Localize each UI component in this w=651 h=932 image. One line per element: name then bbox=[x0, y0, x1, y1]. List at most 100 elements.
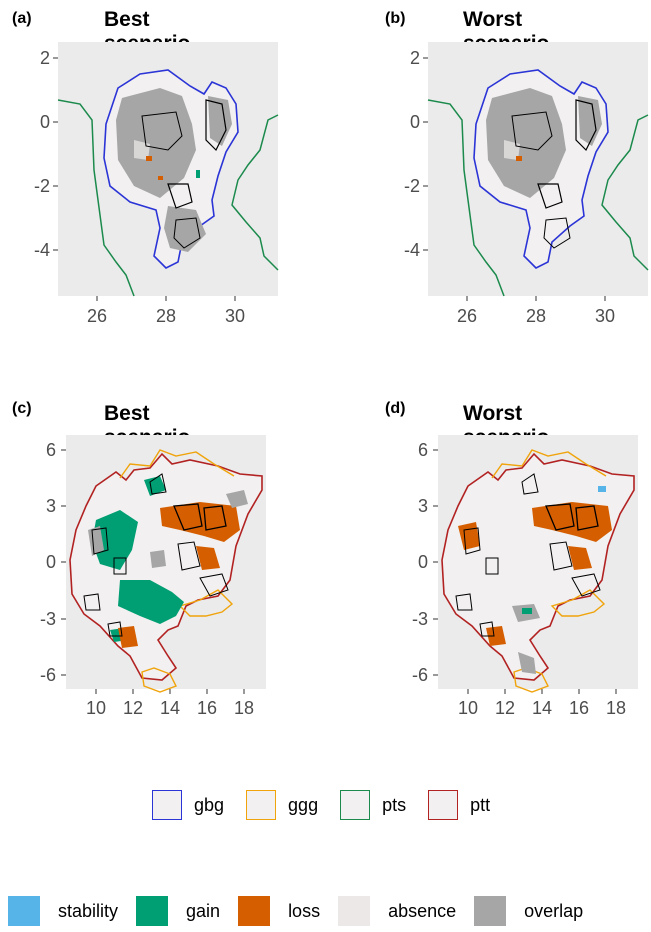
overlap-area bbox=[116, 88, 196, 198]
y-tick-label: 2 bbox=[410, 48, 420, 68]
x-tick-label: 26 bbox=[87, 306, 107, 326]
loss-patch bbox=[516, 156, 522, 161]
protected-area-outline bbox=[537, 183, 563, 209]
loss-patch bbox=[146, 156, 152, 161]
protected-area-outline bbox=[199, 573, 229, 597]
x-tick-label: 30 bbox=[595, 306, 615, 326]
protected-area-outline bbox=[463, 527, 481, 555]
legend-item: stability bbox=[8, 896, 118, 926]
protected-area-outline bbox=[543, 217, 571, 249]
protected-area-outline bbox=[113, 557, 127, 575]
protected-area-outline bbox=[521, 473, 539, 495]
pts-boundary bbox=[601, 114, 649, 271]
y-tick-label: 0 bbox=[410, 112, 420, 132]
x-tick-label: 12 bbox=[123, 698, 143, 718]
panel-letter: (d) bbox=[385, 400, 406, 417]
x-tick-label: 10 bbox=[86, 698, 106, 718]
loss-area bbox=[118, 626, 138, 648]
protected-area-outline bbox=[571, 573, 601, 597]
map-b: 2 0 -2 -4 26 28 30 bbox=[404, 42, 649, 326]
overlap-area bbox=[226, 490, 248, 508]
protected-area-outline bbox=[455, 593, 473, 611]
map-c: 6 3 0 -3 -6 10 12 14 16 18 bbox=[40, 435, 266, 718]
x-axis-ticks bbox=[95, 689, 245, 694]
x-tick-label: 14 bbox=[532, 698, 552, 718]
protected-area-outline bbox=[479, 621, 495, 637]
x-tick-label: 14 bbox=[160, 698, 180, 718]
legend-key bbox=[338, 896, 371, 926]
loss-area bbox=[486, 626, 506, 646]
ggg-boundary bbox=[119, 449, 235, 479]
legend-key bbox=[340, 790, 371, 820]
loss-area bbox=[532, 502, 612, 542]
x-axis-ticks bbox=[96, 296, 236, 301]
x-axis-ticks bbox=[466, 296, 606, 301]
x-tick-label: 18 bbox=[606, 698, 626, 718]
y-tick-label: -2 bbox=[404, 176, 420, 196]
legend-key bbox=[246, 790, 277, 820]
gain-patch bbox=[196, 170, 200, 178]
loss-area bbox=[568, 546, 592, 570]
y-tick-label: -3 bbox=[412, 609, 428, 629]
x-tick-label: 28 bbox=[526, 306, 546, 326]
ggg-boundary bbox=[178, 589, 234, 617]
protected-area-outline bbox=[177, 541, 201, 571]
overlap-area bbox=[150, 550, 166, 568]
protected-area-outline bbox=[83, 593, 101, 611]
legend-item: overlap bbox=[474, 896, 583, 926]
protected-area-outline bbox=[203, 505, 227, 531]
map-a: 2 0 -2 -4 26 28 30 bbox=[34, 42, 279, 326]
legend-label: overlap bbox=[524, 900, 584, 921]
protected-area-outline bbox=[149, 473, 167, 495]
legend-label: stability bbox=[58, 900, 119, 921]
legend-label: pts bbox=[382, 794, 407, 815]
overlap-area bbox=[486, 88, 566, 198]
x-tick-label: 12 bbox=[495, 698, 515, 718]
protected-area-outline bbox=[205, 99, 227, 152]
protected-area-outline bbox=[575, 505, 599, 531]
ggg-boundary bbox=[141, 667, 177, 693]
ggg-boundary bbox=[550, 589, 606, 617]
gain-area bbox=[92, 510, 138, 570]
pts-boundary bbox=[57, 99, 135, 297]
legend-label: ggg bbox=[288, 794, 319, 815]
pts-boundary bbox=[231, 114, 279, 271]
gain-area bbox=[118, 580, 184, 624]
legend-item: pts bbox=[340, 790, 406, 820]
legend-label: gbg bbox=[194, 794, 225, 815]
panel-letter: (a) bbox=[12, 10, 32, 27]
legend-item: absence bbox=[338, 896, 456, 926]
legend-item: gbg bbox=[152, 790, 224, 820]
legend-item: gain bbox=[136, 896, 220, 926]
x-tick-label: 10 bbox=[458, 698, 478, 718]
y-tick-label: -3 bbox=[40, 609, 56, 629]
overlap-area bbox=[578, 96, 602, 146]
legend-label: loss bbox=[288, 900, 321, 921]
x-tick-label: 16 bbox=[569, 698, 589, 718]
protected-area-outline bbox=[167, 183, 193, 209]
y-tick-label: 6 bbox=[418, 440, 428, 460]
y-tick-label: 3 bbox=[46, 496, 56, 516]
y-axis-ticks bbox=[53, 57, 58, 251]
protected-area-outline bbox=[511, 111, 553, 151]
panel-letter: (c) bbox=[12, 400, 32, 417]
overlap-area bbox=[518, 652, 536, 674]
loss-area bbox=[160, 502, 240, 542]
y-axis-ticks bbox=[433, 449, 438, 676]
legend-key bbox=[152, 790, 182, 820]
y-tick-label: -4 bbox=[34, 240, 50, 260]
legend-label: gain bbox=[186, 900, 221, 921]
map-d: 6 3 0 -3 -6 10 12 14 16 18 bbox=[412, 435, 638, 718]
protected-area-outline bbox=[575, 99, 597, 152]
gain-patch bbox=[522, 608, 532, 614]
pts-boundary bbox=[427, 99, 505, 297]
y-tick-label: 0 bbox=[40, 112, 50, 132]
protected-area-outline bbox=[545, 503, 575, 531]
boundary-legend: gbg ggg pts ptt bbox=[152, 790, 512, 820]
y-tick-label: -2 bbox=[34, 176, 50, 196]
category-legend: stability gain loss absence overlap bbox=[8, 896, 583, 926]
legend-label: absence bbox=[388, 900, 457, 921]
y-axis-ticks bbox=[61, 449, 66, 676]
loss-patch bbox=[158, 176, 163, 180]
y-tick-label: -6 bbox=[40, 665, 56, 685]
